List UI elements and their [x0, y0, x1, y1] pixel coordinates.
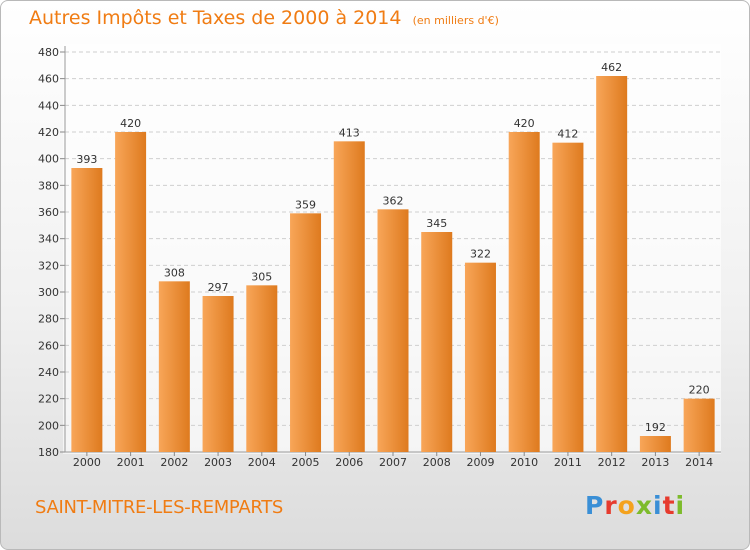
data-label: 308: [164, 266, 185, 279]
x-tick-label: 2004: [248, 456, 276, 469]
x-tick-label: 2002: [160, 456, 188, 469]
logo-letter: t: [662, 491, 676, 520]
x-tick-label: 2006: [335, 456, 363, 469]
y-tick-label: 460: [38, 73, 59, 86]
logo-letter: o: [617, 491, 636, 520]
x-tick-label: 2011: [554, 456, 582, 469]
bar: [464, 262, 496, 452]
chart-title-text: Autres Impôts et Taxes de 2000 à 2014: [29, 7, 402, 29]
bar: [333, 141, 365, 453]
bar: [202, 296, 234, 452]
bar: [639, 436, 671, 452]
y-tick-label: 480: [38, 46, 59, 59]
logo-letter: i: [675, 491, 686, 520]
bar: [158, 281, 190, 452]
y-tick-label: 440: [38, 99, 59, 112]
data-label: 462: [601, 61, 622, 74]
y-tick-label: 360: [38, 206, 59, 219]
x-tick-label: 2005: [292, 456, 320, 469]
bar: [71, 168, 103, 452]
bars: [71, 76, 715, 453]
chart-unit-note: (en milliers d'€): [412, 14, 499, 27]
x-tick-label: 2007: [379, 456, 407, 469]
logo-letter: r: [604, 491, 618, 520]
proxiti-logo[interactable]: Proxiti: [585, 491, 685, 520]
y-tick-label: 240: [38, 366, 59, 379]
x-tick-label: 2010: [510, 456, 538, 469]
y-tick-label: 300: [38, 286, 59, 299]
x-tick-label: 2000: [73, 456, 101, 469]
x-axis-ticks: 2000 2001 2002 2003 2004 2005 2006 2007 2008 2009…: [73, 452, 713, 469]
bar: [552, 142, 584, 452]
logo-letter: P: [585, 491, 605, 520]
data-label: 362: [383, 194, 404, 207]
data-label: 192: [645, 421, 666, 434]
y-tick-label: 420: [38, 126, 59, 139]
data-label: 413: [339, 126, 360, 139]
data-label: 412: [557, 128, 578, 141]
bar: [115, 132, 147, 452]
data-label: 220: [689, 384, 710, 397]
logo-letter: x: [635, 491, 653, 520]
bar: [508, 132, 540, 452]
y-tick-label: 380: [38, 179, 59, 192]
y-tick-label: 260: [38, 339, 59, 352]
y-tick-label: 220: [38, 393, 59, 406]
logo-letter: i: [653, 491, 663, 520]
data-label: 420: [514, 117, 535, 130]
data-label: 420: [120, 117, 141, 130]
data-label: 305: [251, 270, 272, 283]
x-tick-label: 2012: [598, 456, 626, 469]
bar: [246, 285, 278, 452]
bar: [377, 209, 409, 452]
x-tick-label: 2013: [641, 456, 669, 469]
y-tick-label: 180: [38, 446, 59, 459]
data-label: 393: [76, 153, 97, 166]
y-tick-label: 400: [38, 153, 59, 166]
y-tick-label: 280: [38, 313, 59, 326]
data-labels: 393 420 308 297 305 359 413 362 345 322 420 412 462 1…: [76, 61, 709, 434]
bar: [683, 398, 715, 452]
data-label: 297: [208, 281, 229, 294]
bar: [421, 232, 453, 452]
x-tick-label: 2014: [685, 456, 713, 469]
chart-title: Autres Impôts et Taxes de 2000 à 2014 (e…: [29, 7, 499, 29]
y-tick-label: 320: [38, 259, 59, 272]
data-label: 322: [470, 248, 491, 261]
x-tick-label: 2008: [423, 456, 451, 469]
y-tick-label: 340: [38, 233, 59, 246]
data-label: 359: [295, 198, 316, 211]
data-label: 345: [426, 217, 447, 230]
bar: [290, 213, 322, 452]
x-tick-label: 2003: [204, 456, 232, 469]
commune-name: SAINT-MITRE-LES-REMPARTS: [35, 497, 284, 518]
x-tick-label: 2009: [466, 456, 494, 469]
y-tick-label: 200: [38, 419, 59, 432]
bar: [596, 76, 628, 452]
x-tick-label: 2001: [117, 456, 145, 469]
